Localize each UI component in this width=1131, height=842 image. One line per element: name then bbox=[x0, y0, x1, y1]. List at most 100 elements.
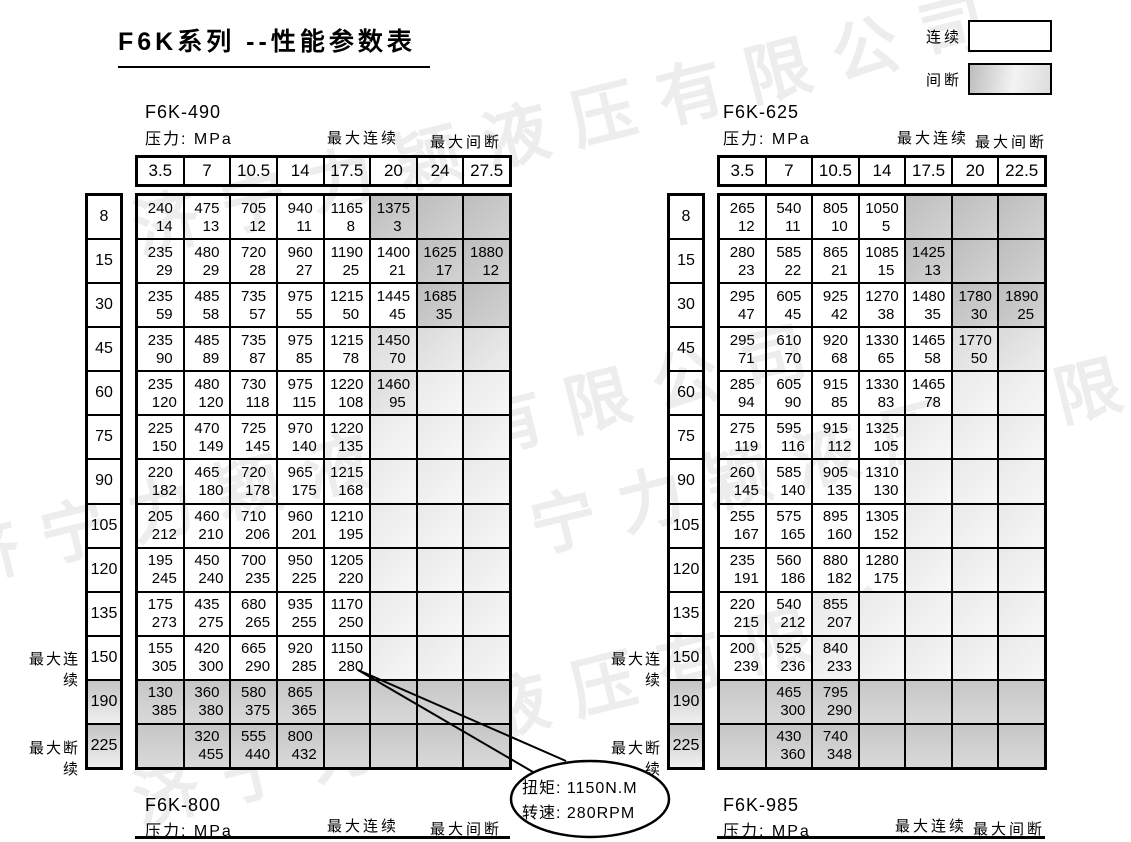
data-cell: 485 89 bbox=[183, 327, 231, 372]
data-cell: 905 135 bbox=[812, 459, 859, 504]
data-cell: 1330 65 bbox=[858, 327, 906, 372]
data-cell bbox=[858, 591, 906, 636]
callout-speed: 转速: 280RPM bbox=[522, 805, 636, 822]
data-cell: 475 13 bbox=[183, 195, 231, 240]
data-cell: 265 12 bbox=[719, 195, 766, 240]
data-cell: 260 145 bbox=[719, 459, 766, 504]
data-cell bbox=[998, 371, 1045, 416]
speed-row-header: 120 bbox=[87, 547, 121, 592]
data-cell: 205 212 bbox=[137, 503, 184, 548]
data-cell bbox=[905, 415, 952, 460]
data-cell bbox=[416, 503, 464, 548]
data-cell: 1780 30 bbox=[951, 283, 999, 328]
data-cell: 1210 195 bbox=[323, 503, 371, 548]
data-cell bbox=[951, 679, 999, 724]
pressure-col-header: 17.5 bbox=[323, 157, 371, 185]
data-cell bbox=[951, 195, 999, 240]
data-cell bbox=[370, 547, 417, 592]
data-cell: 240 14 bbox=[137, 195, 184, 240]
speed-row-header: 190 bbox=[669, 679, 703, 724]
data-cell: 1305 152 bbox=[858, 503, 906, 548]
data-cell: 580 375 bbox=[230, 679, 277, 724]
max-continuous-header: 最大连续 bbox=[327, 818, 400, 835]
data-cell: 435 275 bbox=[183, 591, 231, 636]
data-cell: 575 165 bbox=[765, 503, 813, 548]
data-cell: 950 225 bbox=[276, 547, 324, 592]
data-cell: 295 71 bbox=[719, 327, 766, 372]
data-cell: 1685 35 bbox=[416, 283, 464, 328]
data-cell bbox=[463, 283, 510, 328]
data-cell: 610 70 bbox=[765, 327, 813, 372]
max-continuous-header: 最大连续 bbox=[897, 130, 970, 147]
data-cell bbox=[463, 459, 510, 504]
pressure-unit-label: 压力: MPa bbox=[145, 131, 233, 148]
data-cell bbox=[416, 415, 464, 460]
data-cell: 665 290 bbox=[230, 635, 277, 680]
max-intermittent-header: 最大间断 bbox=[975, 134, 1048, 151]
data-cell: 700 235 bbox=[230, 547, 277, 592]
speed-row-header: 8 bbox=[669, 195, 703, 240]
data-cell bbox=[998, 459, 1045, 504]
data-cell: 730 118 bbox=[230, 371, 277, 416]
data-cell bbox=[719, 723, 766, 768]
data-cell: 195 245 bbox=[137, 547, 184, 592]
data-cell: 1450 70 bbox=[370, 327, 417, 372]
data-cell bbox=[858, 635, 906, 680]
max-discontinuous-side-label: 最大断续 bbox=[28, 740, 80, 778]
data-cell bbox=[998, 635, 1045, 680]
model-label: F6K-985 bbox=[723, 795, 800, 815]
data-cell: 1880 12 bbox=[463, 239, 510, 284]
speed-row-header: 75 bbox=[669, 415, 703, 460]
table-f6k-800-header: F6K-800 压力: MPa 最大连续 最大间断 bbox=[0, 0, 560, 842]
data-cell bbox=[998, 415, 1045, 460]
data-cell bbox=[905, 547, 952, 592]
data-cell: 420 300 bbox=[183, 635, 231, 680]
callout-bubble: 扭矩: 1150N.M 转速: 280RPM bbox=[522, 776, 658, 826]
data-cell: 470 149 bbox=[183, 415, 231, 460]
data-cell bbox=[998, 327, 1045, 372]
data-cell bbox=[463, 327, 510, 372]
data-cell: 605 90 bbox=[765, 371, 813, 416]
data-cell: 155 305 bbox=[137, 635, 184, 680]
pressure-col-header: 14 bbox=[276, 157, 324, 185]
data-cell: 720 178 bbox=[230, 459, 277, 504]
speed-row-header: 190 bbox=[87, 679, 121, 724]
data-cell: 465 180 bbox=[183, 459, 231, 504]
data-cell bbox=[998, 547, 1045, 592]
data-cell: 1150 280 bbox=[323, 635, 371, 680]
speed-row-header: 105 bbox=[669, 503, 703, 548]
data-cell: 555 440 bbox=[230, 723, 277, 768]
data-cell: 1215 50 bbox=[323, 283, 371, 328]
pressure-col-header: 7 bbox=[765, 157, 813, 185]
speed-row-header: 135 bbox=[669, 591, 703, 636]
data-cell: 1280 175 bbox=[858, 547, 906, 592]
pressure-col-header: 24 bbox=[416, 157, 464, 185]
data-cell: 975 115 bbox=[276, 371, 324, 416]
max-continuous-header: 最大连续 bbox=[895, 818, 968, 835]
data-cell bbox=[905, 679, 952, 724]
data-cell: 585 22 bbox=[765, 239, 813, 284]
speed-row-header: 75 bbox=[87, 415, 121, 460]
data-cell: 235 90 bbox=[137, 327, 184, 372]
data-cell: 1190 25 bbox=[323, 239, 371, 284]
max-intermittent-header: 最大间断 bbox=[973, 821, 1046, 838]
page-title: F6K系列 --性能参数表 bbox=[118, 22, 430, 68]
data-cell bbox=[463, 371, 510, 416]
data-cell: 465 300 bbox=[765, 679, 813, 724]
data-cell: 175 273 bbox=[137, 591, 184, 636]
data-cell bbox=[951, 547, 999, 592]
speed-row-header: 105 bbox=[87, 503, 121, 548]
data-cell bbox=[416, 591, 464, 636]
pressure-header-row: 3.5 7 10.5 14 17.5 20 24 27.5 bbox=[135, 155, 512, 187]
data-cell bbox=[858, 679, 906, 724]
data-cell: 915 112 bbox=[812, 415, 859, 460]
speed-row-header: 90 bbox=[669, 459, 703, 504]
data-cell bbox=[951, 371, 999, 416]
data-cell: 460 210 bbox=[183, 503, 231, 548]
data-cell bbox=[905, 635, 952, 680]
data-cell bbox=[463, 591, 510, 636]
data-cell bbox=[905, 591, 952, 636]
data-cell: 965 175 bbox=[276, 459, 324, 504]
data-cell bbox=[858, 723, 906, 768]
legend-continuous-swatch bbox=[968, 20, 1053, 52]
